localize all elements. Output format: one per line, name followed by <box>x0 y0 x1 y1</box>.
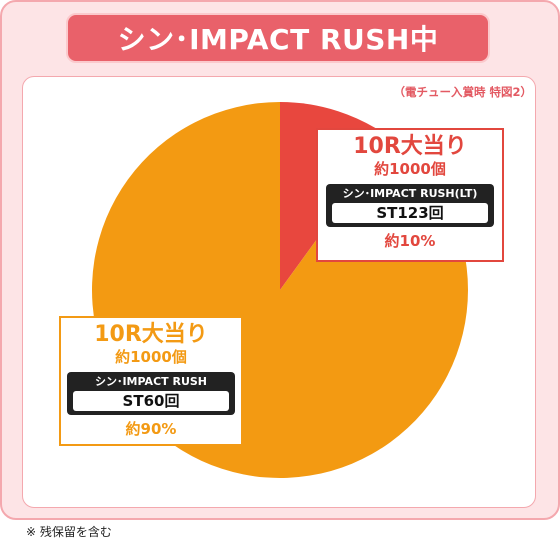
condition-note: （電チュー入賞時 特図2） <box>393 85 532 99</box>
lt-st-count: ST123回 <box>332 203 488 223</box>
main-round-label: 10R大当り <box>94 322 208 347</box>
main-st-count: ST60回 <box>73 391 229 411</box>
lt-payout-label: 約1000個 <box>374 160 446 178</box>
main-payout-label: 約1000個 <box>115 348 187 366</box>
main-percentage: 約90% <box>125 420 177 438</box>
page-title-text: シン･IMPACT RUSH中 <box>117 23 439 56</box>
main-rush-name: シン･IMPACT RUSH <box>94 375 208 388</box>
footnote: ※ 残保留を含む <box>26 525 112 539</box>
lt-rush-badge: シン･IMPACT RUSH(LT) ST123回 <box>326 184 494 227</box>
page-title: シン･IMPACT RUSH中 <box>66 13 490 63</box>
lt-rush-name: シン･IMPACT RUSH(LT) <box>342 187 478 200</box>
lt-label-box: 10R大当り 約1000個 シン･IMPACT RUSH(LT) ST123回 … <box>316 128 504 262</box>
main-rush-badge: シン･IMPACT RUSH ST60回 <box>67 372 235 415</box>
lt-round-label: 10R大当り <box>353 134 467 159</box>
lt-percentage: 約10% <box>384 232 436 250</box>
main-label-box: 10R大当り 約1000個 シン･IMPACT RUSH ST60回 約90% <box>59 316 243 446</box>
